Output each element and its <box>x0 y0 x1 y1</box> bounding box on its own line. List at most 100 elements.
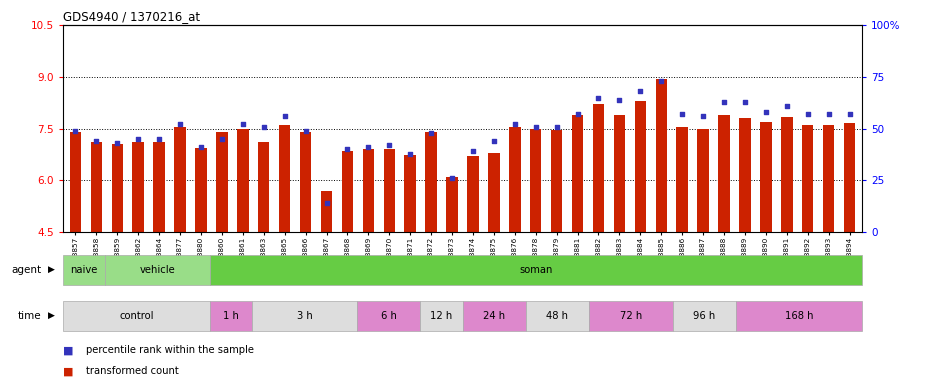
Point <box>821 111 836 117</box>
Text: 24 h: 24 h <box>483 311 505 321</box>
Text: 1 h: 1 h <box>223 311 239 321</box>
Point <box>612 96 627 103</box>
Bar <box>300 132 312 232</box>
Bar <box>195 147 206 232</box>
Bar <box>357 301 421 331</box>
Point <box>758 109 773 115</box>
Text: ▶: ▶ <box>48 265 55 274</box>
Text: agent: agent <box>11 265 42 275</box>
Point <box>236 121 251 127</box>
Point <box>591 94 606 101</box>
Bar <box>446 177 458 232</box>
Point <box>487 138 501 144</box>
Text: 72 h: 72 h <box>620 311 642 321</box>
Text: soman: soman <box>520 265 553 275</box>
Bar <box>154 142 165 232</box>
Text: control: control <box>119 311 154 321</box>
Point <box>110 140 125 146</box>
Point <box>717 99 732 105</box>
Bar <box>421 301 462 331</box>
Text: 12 h: 12 h <box>430 311 452 321</box>
Point <box>424 130 438 136</box>
Bar <box>802 125 813 232</box>
Bar <box>672 301 736 331</box>
Point <box>152 136 166 142</box>
Point <box>465 148 480 154</box>
Text: GDS4940 / 1370216_at: GDS4940 / 1370216_at <box>63 10 200 23</box>
Bar <box>530 129 541 232</box>
Text: ■: ■ <box>63 345 73 355</box>
Text: 6 h: 6 h <box>381 311 397 321</box>
Bar <box>525 301 588 331</box>
Bar <box>258 142 269 232</box>
Point <box>278 113 292 119</box>
Bar <box>341 151 353 232</box>
Bar <box>174 127 186 232</box>
Bar <box>739 118 751 232</box>
Bar <box>635 101 646 232</box>
Bar <box>593 104 604 232</box>
Bar <box>462 301 525 331</box>
Bar <box>426 132 437 232</box>
Bar <box>719 115 730 232</box>
Bar <box>844 123 856 232</box>
Bar <box>253 301 357 331</box>
Point <box>654 78 669 84</box>
Text: ■: ■ <box>63 366 73 376</box>
Point <box>737 99 752 105</box>
Point <box>528 124 543 130</box>
Bar <box>488 153 500 232</box>
Bar <box>736 301 862 331</box>
Bar <box>63 255 105 285</box>
Bar <box>781 117 793 232</box>
Bar <box>760 122 771 232</box>
Bar <box>210 255 862 285</box>
Point <box>298 127 313 134</box>
Text: 3 h: 3 h <box>297 311 313 321</box>
Point <box>319 200 334 206</box>
Bar <box>91 142 102 232</box>
Bar <box>63 301 210 331</box>
Bar <box>656 79 667 232</box>
Bar <box>321 191 332 232</box>
Bar <box>132 142 144 232</box>
Point <box>445 175 460 182</box>
Bar <box>572 115 584 232</box>
Text: 96 h: 96 h <box>693 311 716 321</box>
Point <box>256 124 271 130</box>
Bar <box>613 115 625 232</box>
Point <box>800 111 815 117</box>
Point <box>215 136 229 142</box>
Point <box>361 144 376 151</box>
Point <box>130 136 145 142</box>
Bar <box>509 127 521 232</box>
Bar <box>112 144 123 232</box>
Point <box>570 111 585 117</box>
Text: percentile rank within the sample: percentile rank within the sample <box>86 345 254 355</box>
Bar <box>237 129 249 232</box>
Point <box>68 127 83 134</box>
Point <box>633 88 648 94</box>
Text: ▶: ▶ <box>48 311 55 320</box>
Point <box>173 121 188 127</box>
Bar <box>404 155 416 232</box>
Bar <box>210 301 253 331</box>
Point <box>780 103 795 109</box>
Bar <box>467 156 479 232</box>
Bar <box>823 125 834 232</box>
Point <box>508 121 523 127</box>
Point <box>696 113 710 119</box>
Point <box>193 144 208 151</box>
Point <box>549 124 564 130</box>
Bar <box>551 131 562 232</box>
Text: vehicle: vehicle <box>140 265 176 275</box>
Bar <box>676 127 688 232</box>
Point <box>340 146 355 152</box>
Bar <box>105 255 210 285</box>
Point <box>89 138 104 144</box>
Bar <box>69 132 81 232</box>
Bar <box>384 149 395 232</box>
Bar <box>697 129 709 232</box>
Bar <box>216 132 228 232</box>
Point <box>382 142 397 148</box>
